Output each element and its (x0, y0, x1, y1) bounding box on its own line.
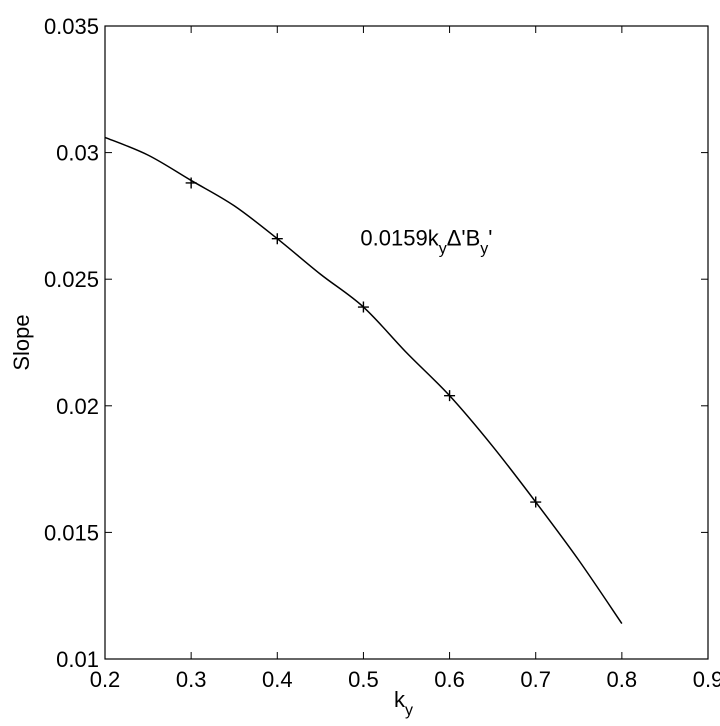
series-layer (104, 136, 623, 624)
annotation-text: Δ'B (447, 226, 481, 251)
plot-frame (104, 25, 709, 660)
x-axis-label-main: k (394, 687, 406, 712)
data-point-marker (530, 496, 542, 508)
data-point-marker (271, 233, 283, 245)
y-tick-label: 0.035 (44, 14, 99, 39)
data-point-marker (444, 390, 456, 402)
x-tick-label: 0.4 (262, 667, 293, 692)
annotation-text: 0.0159k (360, 226, 439, 251)
y-tick-label: 0.01 (56, 647, 99, 672)
y-tick-label: 0.015 (44, 520, 99, 545)
annotation-text: ' (488, 226, 492, 251)
x-axis-label-subscript: y (405, 702, 413, 719)
annotation-subscript: y (439, 241, 447, 258)
ticks-layer (104, 25, 709, 660)
x-tick-label: 0.8 (607, 667, 638, 692)
annotation-subscript: y (480, 241, 488, 258)
fit-curve (104, 136, 623, 624)
data-point-marker (357, 301, 369, 313)
y-tick-label: 0.03 (56, 141, 99, 166)
x-axis-label: ky (394, 687, 413, 719)
data-point-marker (185, 177, 197, 189)
x-tick-label: 0.5 (348, 667, 379, 692)
y-axis-label: Slope (9, 314, 34, 370)
y-tick-label: 0.02 (56, 394, 99, 419)
x-tick-label: 0.9 (693, 667, 720, 692)
labels-layer: 0.2 0.3 0.4 0.5 0.6 0.7 0.8 0.9 0.01 0.015 0.02 0.0… (44, 14, 720, 692)
curve-annotation: 0.0159kyΔ'By' (360, 226, 492, 258)
x-tick-label: 0.3 (176, 667, 207, 692)
y-tick-label: 0.025 (44, 267, 99, 292)
x-tick-label: 0.7 (520, 667, 551, 692)
x-tick-label: 0.2 (90, 667, 121, 692)
x-tick-label: 0.6 (434, 667, 465, 692)
